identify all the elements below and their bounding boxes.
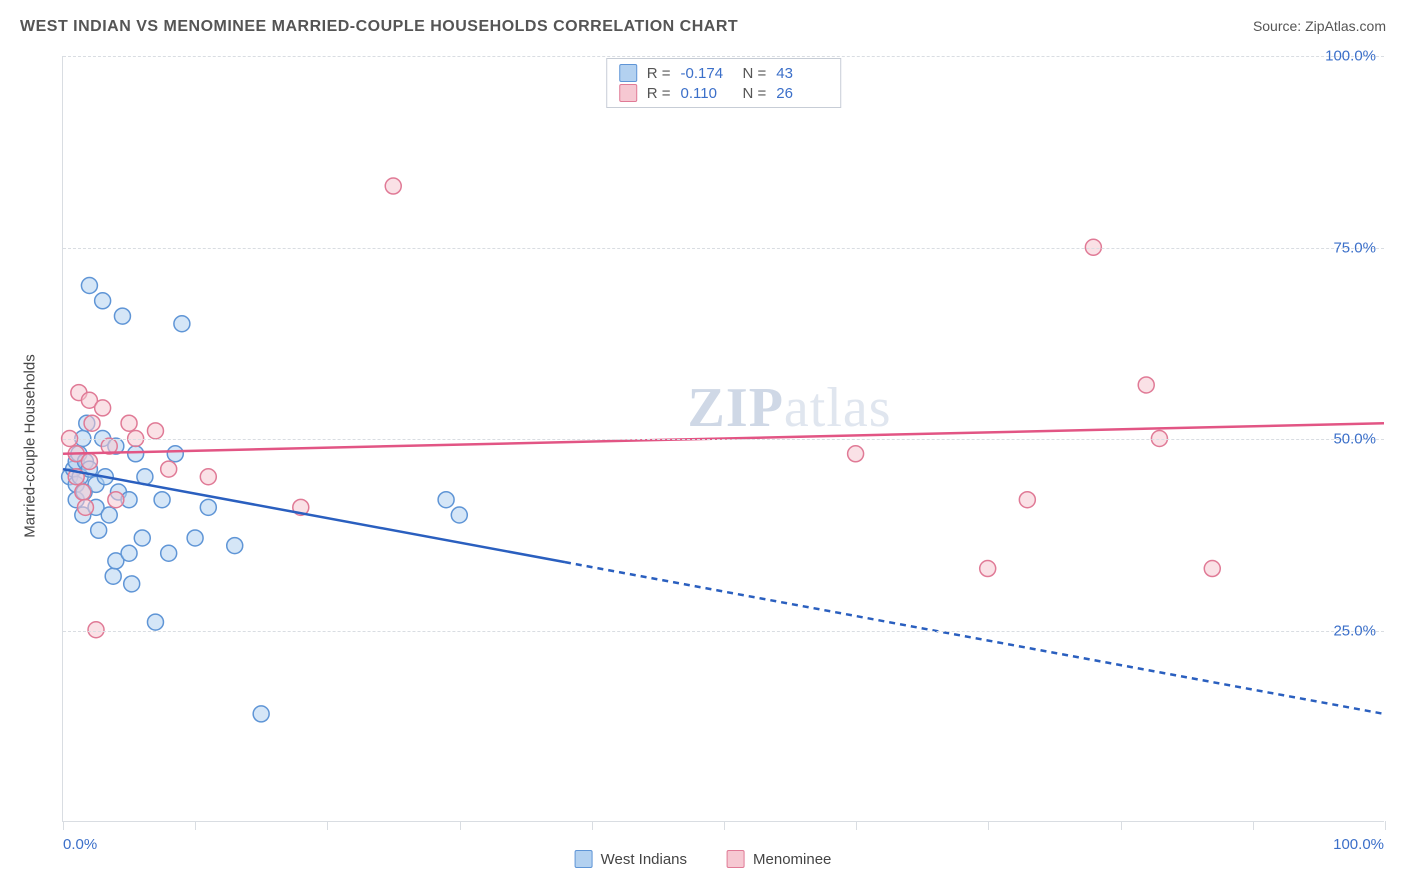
correlation-chart: WEST INDIAN VS MENOMINEE MARRIED-COUPLE … (0, 0, 1406, 892)
data-point (1138, 377, 1154, 393)
legend-label: West Indians (601, 851, 687, 868)
x-tick-label: 0.0% (63, 836, 97, 853)
x-tick (460, 821, 461, 830)
data-point (75, 484, 91, 500)
data-point (253, 706, 269, 722)
legend-swatch (619, 84, 637, 102)
x-tick (1121, 821, 1122, 830)
legend-label: Menominee (753, 851, 831, 868)
legend-swatch (575, 850, 593, 868)
y-tick-label: 25.0% (1333, 622, 1376, 639)
stats-row: R = 0.110 N = 26 (619, 83, 829, 103)
data-point (200, 469, 216, 485)
x-tick-label: 100.0% (1333, 836, 1384, 853)
data-point (147, 423, 163, 439)
data-point (101, 507, 117, 523)
x-tick (195, 821, 196, 830)
stats-legend: R = -0.174 N = 43 R = 0.110 N = 26 (606, 58, 842, 108)
x-tick (856, 821, 857, 830)
data-point (848, 446, 864, 462)
data-point (121, 415, 137, 431)
data-point (134, 530, 150, 546)
stat-label: R = (647, 85, 671, 102)
x-tick (1253, 821, 1254, 830)
grid-line (63, 56, 1384, 57)
data-point (161, 461, 177, 477)
data-point (147, 614, 163, 630)
data-point (121, 545, 137, 561)
data-point (174, 316, 190, 332)
x-tick (1385, 821, 1386, 830)
legend-swatch (727, 850, 745, 868)
data-point (124, 576, 140, 592)
x-tick (327, 821, 328, 830)
data-point (1204, 561, 1220, 577)
data-point (227, 538, 243, 554)
data-point (451, 507, 467, 523)
data-point (187, 530, 203, 546)
data-point (95, 400, 111, 416)
legend-swatch (619, 64, 637, 82)
y-tick-label: 100.0% (1325, 48, 1376, 65)
data-point (84, 415, 100, 431)
data-point (438, 492, 454, 508)
legend-item: West Indians (575, 850, 687, 868)
data-point (154, 492, 170, 508)
data-point (81, 278, 97, 294)
chart-title: WEST INDIAN VS MENOMINEE MARRIED-COUPLE … (20, 18, 738, 36)
legend-item: Menominee (727, 850, 831, 868)
data-point (200, 499, 216, 515)
stat-n-value: 26 (776, 85, 828, 102)
y-axis-title: Married-couple Households (22, 354, 39, 537)
chart-source: Source: ZipAtlas.com (1253, 18, 1386, 34)
data-point (114, 308, 130, 324)
data-point (95, 293, 111, 309)
y-tick-label: 75.0% (1333, 239, 1376, 256)
data-point (1019, 492, 1035, 508)
data-point (128, 446, 144, 462)
plot-area: ZIPatlas R =-0.174N =43R =0.110N =26 25.… (62, 56, 1384, 822)
data-point (385, 178, 401, 194)
x-tick (63, 821, 64, 830)
data-point (980, 561, 996, 577)
stat-n-value: 43 (776, 65, 828, 82)
data-point (77, 499, 93, 515)
y-tick-label: 50.0% (1333, 431, 1376, 448)
stat-label: N = (743, 85, 767, 102)
data-point (108, 492, 124, 508)
stats-row: R = -0.174 N = 43 (619, 63, 829, 83)
regression-line-dashed (565, 562, 1384, 714)
data-point (161, 545, 177, 561)
data-point (91, 522, 107, 538)
x-tick (724, 821, 725, 830)
x-tick (592, 821, 593, 830)
regression-line (63, 469, 565, 562)
data-point (167, 446, 183, 462)
stat-r-value: -0.174 (681, 65, 733, 82)
series-legend: West Indians Menominee (575, 850, 832, 868)
data-point (81, 453, 97, 469)
stat-r-value: 0.110 (681, 85, 733, 102)
data-point (105, 568, 121, 584)
stat-label: R = (647, 65, 671, 82)
grid-line (63, 248, 1384, 249)
x-tick (988, 821, 989, 830)
stat-label: N = (743, 65, 767, 82)
grid-line (63, 631, 1384, 632)
grid-line (63, 439, 1384, 440)
